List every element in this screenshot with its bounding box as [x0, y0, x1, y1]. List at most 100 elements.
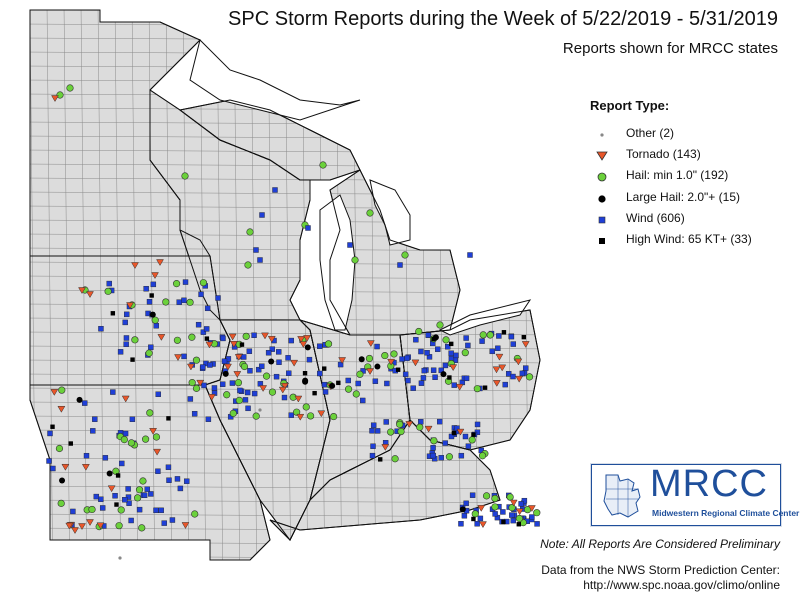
county-line	[216, 10, 224, 560]
wind-report	[83, 452, 90, 459]
tornado-report	[303, 335, 311, 342]
high-wind-report	[336, 380, 341, 386]
high-wind-report	[471, 432, 476, 437]
tornado-report	[151, 272, 159, 279]
high-wind-report	[204, 336, 210, 341]
lake-superior	[189, 39, 361, 121]
large-hail-report	[329, 382, 336, 389]
wind-report	[269, 346, 275, 352]
tornado-report	[424, 425, 433, 433]
wind-report	[502, 381, 508, 388]
county-line	[30, 457, 540, 462]
wind-report	[276, 359, 282, 365]
wind-report	[424, 350, 430, 356]
hail-report	[515, 514, 524, 523]
wind-report	[155, 391, 161, 397]
wind-report	[265, 350, 272, 356]
wind-report	[435, 346, 441, 352]
hail-report	[58, 386, 66, 394]
hail-report	[138, 524, 146, 532]
wind-report	[187, 396, 194, 402]
hail-report	[139, 477, 147, 485]
wind-report	[93, 493, 100, 500]
wind-report	[141, 492, 148, 499]
tornado-report	[96, 522, 105, 530]
high-wind-report	[322, 366, 327, 371]
wind-report	[117, 349, 124, 355]
wind-report	[92, 416, 98, 422]
hail-report	[57, 499, 65, 507]
tornado-report	[121, 395, 130, 403]
wind-report	[288, 412, 294, 418]
hail-report	[235, 396, 243, 404]
high-wind-report	[68, 441, 73, 446]
hail-report	[229, 409, 237, 417]
tornado-report	[278, 386, 287, 394]
large-hail-report	[76, 396, 83, 403]
mrcc-logo: MRCC Midwestern Regional Climate Center	[591, 463, 799, 526]
wind-report	[126, 500, 132, 506]
wind-report	[253, 247, 259, 253]
wind-report	[404, 355, 410, 362]
tornado-triangle-icon	[596, 151, 608, 161]
wind-report	[174, 476, 181, 482]
tornado-report	[455, 383, 464, 391]
tornado-report	[449, 364, 458, 372]
tornado-report	[207, 394, 216, 401]
wind-square-icon	[598, 216, 606, 224]
wind-report	[161, 520, 167, 526]
wind-report	[529, 514, 535, 520]
hail-report	[88, 505, 96, 514]
wind-report	[445, 344, 451, 350]
tornado-report	[81, 464, 90, 471]
tornado-report	[86, 519, 94, 526]
hail-report	[223, 391, 231, 399]
wind-report	[418, 348, 424, 355]
hail-report	[192, 384, 201, 392]
hail-report	[152, 433, 161, 441]
wind-report	[510, 373, 516, 380]
tornado-report	[411, 359, 420, 367]
tornado-report	[267, 335, 276, 343]
tornado-report	[290, 359, 299, 367]
hail-report	[120, 435, 128, 444]
state-land-layer	[29, 9, 541, 561]
tornado-report	[229, 340, 238, 348]
wind-report	[123, 341, 129, 347]
wind-report	[211, 385, 218, 391]
wind-report	[165, 464, 172, 470]
tornado-report	[224, 363, 232, 371]
preliminary-note: Note: All Reports Are Considered Prelimi…	[540, 537, 780, 551]
tornado-report	[456, 428, 465, 436]
hail-report	[240, 362, 249, 371]
wind-report	[106, 280, 112, 287]
hail-report	[104, 287, 112, 295]
wind-report	[176, 299, 182, 305]
tornado-report	[509, 499, 518, 507]
legend-label-other: Other (2)	[626, 126, 675, 140]
tornado-report	[515, 375, 524, 383]
hail-report	[55, 444, 64, 453]
wind-report	[281, 394, 288, 401]
wind-report	[442, 440, 448, 446]
tornado-report	[521, 341, 530, 348]
county-line	[46, 10, 54, 560]
high-wind-report	[115, 473, 121, 478]
wind-report	[474, 521, 480, 527]
wind-report	[495, 345, 501, 352]
hail-report	[468, 436, 476, 444]
wind-report	[402, 371, 409, 377]
wind-report	[448, 433, 455, 440]
high-wind-report	[501, 519, 506, 525]
county-line	[30, 555, 540, 560]
wind-report	[153, 507, 159, 514]
wind-report	[181, 297, 187, 304]
wind-report	[148, 491, 154, 497]
wind-report	[448, 350, 454, 356]
legend-item-tornado: Tornado (143)	[590, 144, 790, 165]
wind-report	[177, 485, 184, 492]
tornado-report	[71, 527, 79, 534]
wind-report	[286, 370, 292, 376]
county-line	[30, 499, 540, 504]
